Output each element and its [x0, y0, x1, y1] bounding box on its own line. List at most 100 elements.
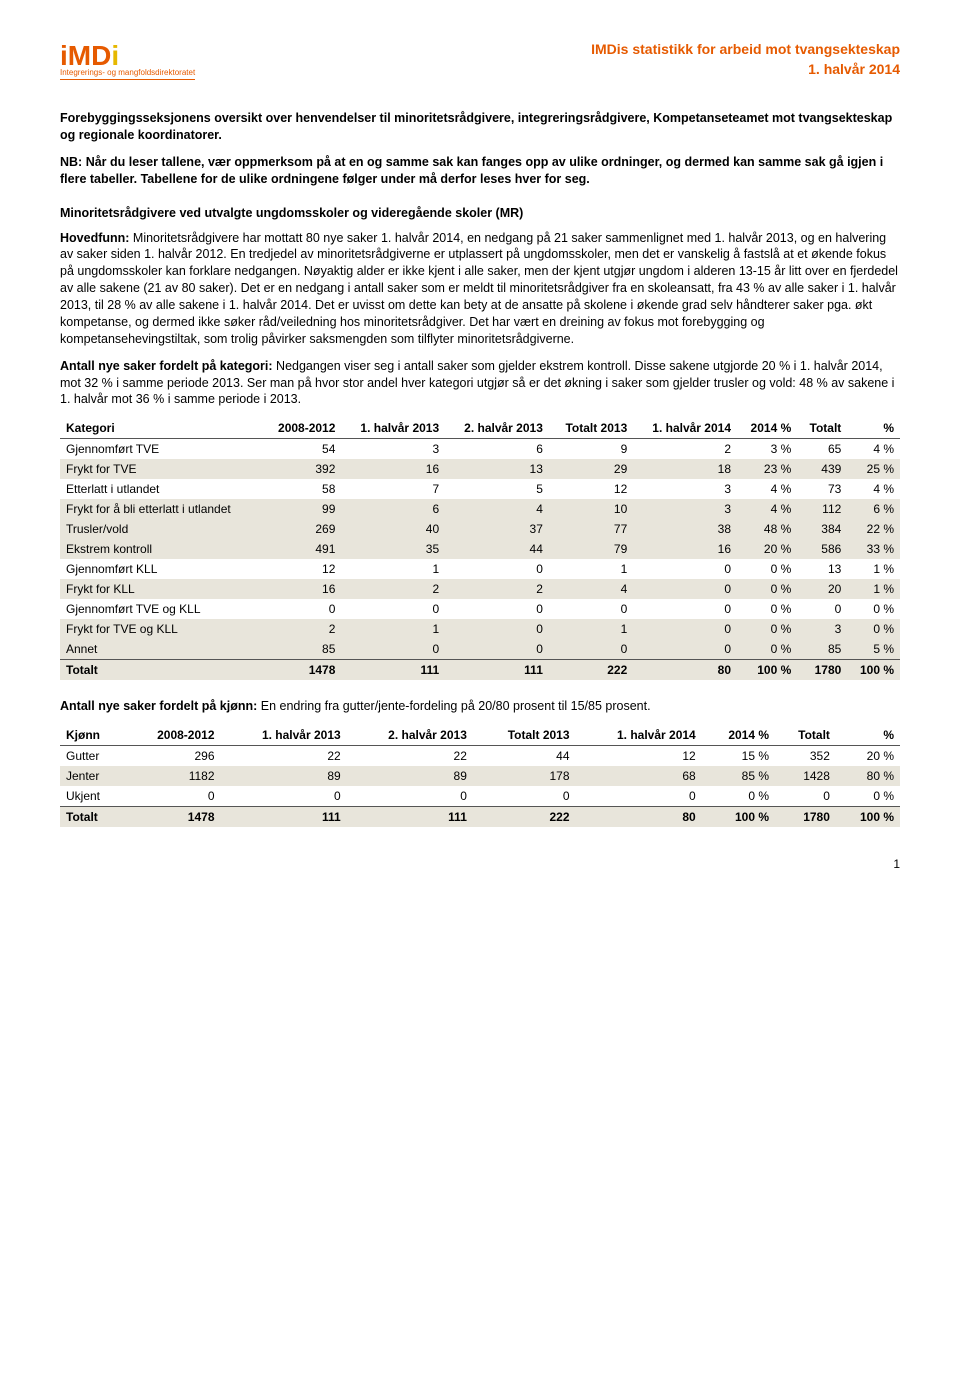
table-cell: 0 [221, 786, 347, 807]
table-cell: 0 [797, 599, 847, 619]
table-cell: 80 % [836, 766, 900, 786]
table-cell: 111 [347, 807, 473, 828]
table-cell: 7 [341, 479, 445, 499]
table-cell: 38 [633, 519, 737, 539]
mr-section-title: Minoritetsrådgivere ved utvalgte ungdoms… [60, 206, 900, 220]
column-header: % [847, 418, 900, 439]
table-cell: 16 [262, 579, 341, 599]
table-row: Frykt for å bli etterlatt i utlandet996 4… [60, 499, 900, 519]
table-cell: 89 [221, 766, 347, 786]
table-row: Trusler/vold2694037773848 %38422 % [60, 519, 900, 539]
table-cell: 100 % [737, 660, 797, 681]
table-row: Gjennomført TVE5436923 %654 % [60, 439, 900, 460]
table-cell: 0 [549, 599, 633, 619]
table-cell: 0 % [737, 619, 797, 639]
table-totals-row: Totalt147811111122280100 %1780100 % [60, 807, 900, 828]
table-cell: 77 [549, 519, 633, 539]
column-header: 2008-2012 [124, 725, 221, 746]
table-cell: 222 [473, 807, 576, 828]
table-cell: 2 [445, 579, 549, 599]
table-cell: 0 % [702, 786, 775, 807]
table-cell: 4 % [737, 499, 797, 519]
table-cell: 54 [262, 439, 341, 460]
logo: iMDi Integrerings- og mangfoldsdirektora… [60, 40, 195, 80]
table-cell: Totalt [60, 807, 124, 828]
table-cell: 12 [262, 559, 341, 579]
table-cell: 0 [775, 786, 836, 807]
column-header: 2014 % [737, 418, 797, 439]
kategori-label: Antall nye saker fordelt på kategori: [60, 359, 273, 373]
table-cell: 100 % [702, 807, 775, 828]
kjonn-table: Kjønn2008-20121. halvår 20132. halvår 20… [60, 725, 900, 827]
kategori-table: Kategori2008-20121. halvår 20132. halvår… [60, 418, 900, 680]
table-row: Gutter2962222441215 %35220 % [60, 746, 900, 767]
column-header: Kjønn [60, 725, 124, 746]
table-cell: 0 % [847, 619, 900, 639]
table-row: Ukjent000000 %00 % [60, 786, 900, 807]
table-cell: 0 % [737, 559, 797, 579]
table-cell: 73 [797, 479, 847, 499]
table-cell: 6 % [847, 499, 900, 519]
hovedfunn-paragraph: Hovedfunn: Minoritetsrådgivere har motta… [60, 230, 900, 348]
table-cell: 0 [341, 639, 445, 660]
table-cell: 35 [341, 539, 445, 559]
table-cell: 439 [797, 459, 847, 479]
table-cell: 4 % [847, 479, 900, 499]
table-cell: 3 [633, 479, 737, 499]
table-cell: 2 [341, 579, 445, 599]
table-cell: Gjennomført TVE [60, 439, 262, 460]
table-cell: 100 % [847, 660, 900, 681]
table-cell: Frykt for TVE og KLL [60, 619, 262, 639]
table-cell: 12 [549, 479, 633, 499]
table-cell: 13 [797, 559, 847, 579]
table-cell: 0 [633, 599, 737, 619]
column-header: 1. halvår 2014 [576, 725, 702, 746]
column-header: 2. halvår 2013 [347, 725, 473, 746]
table-cell: 6 [341, 499, 445, 519]
table-cell: 0 [341, 599, 445, 619]
table-cell: 0 [124, 786, 221, 807]
table-cell: 112 [797, 499, 847, 519]
table-cell: 44 [445, 539, 549, 559]
table-cell: 44 [473, 746, 576, 767]
table-cell: 0 % [847, 599, 900, 619]
table-cell: 1 [341, 619, 445, 639]
table-cell: 15 % [702, 746, 775, 767]
hovedfunn-label: Hovedfunn: [60, 231, 129, 245]
table-cell: Frykt for å bli etterlatt i utlandet [60, 499, 262, 519]
column-header: Totalt [797, 418, 847, 439]
table-cell: 13 [445, 459, 549, 479]
table-cell: Gjennomført KLL [60, 559, 262, 579]
table-cell: 20 [797, 579, 847, 599]
table-cell: 0 [445, 599, 549, 619]
table-cell: 80 [576, 807, 702, 828]
table-cell: 222 [549, 660, 633, 681]
table-cell: 1780 [797, 660, 847, 681]
table-cell: 99 [262, 499, 341, 519]
table-cell: 0 [576, 786, 702, 807]
table-cell: 3 [341, 439, 445, 460]
kategori-paragraph: Antall nye saker fordelt på kategori: Ne… [60, 358, 900, 409]
table-cell: Frykt for TVE [60, 459, 262, 479]
table-cell: 85 [262, 639, 341, 660]
table-header-row: Kategori2008-20121. halvår 20132. halvår… [60, 418, 900, 439]
table-header-row: Kjønn2008-20121. halvår 20132. halvår 20… [60, 725, 900, 746]
table-row: Gjennomført KLL1210100 %131 % [60, 559, 900, 579]
table-totals-row: Totalt147811111122280100 %1780100 % [60, 660, 900, 681]
table-cell: 0 [347, 786, 473, 807]
table-cell: 100 % [836, 807, 900, 828]
column-header: 2. halvår 2013 [445, 418, 549, 439]
table-cell: 20 % [737, 539, 797, 559]
table-cell: 0 [445, 559, 549, 579]
table-cell: 0 [445, 619, 549, 639]
column-header: 2008-2012 [262, 418, 341, 439]
table-row: Jenter118289891786885 %142880 % [60, 766, 900, 786]
table-cell: 1780 [775, 807, 836, 828]
table-cell: 4 % [737, 479, 797, 499]
title-line-1: IMDis statistikk for arbeid mot tvangsek… [591, 40, 900, 60]
table-cell: 4 [549, 579, 633, 599]
table-cell: 37 [445, 519, 549, 539]
table-cell: 12 [576, 746, 702, 767]
table-cell: 65 [797, 439, 847, 460]
table-cell: Frykt for KLL [60, 579, 262, 599]
